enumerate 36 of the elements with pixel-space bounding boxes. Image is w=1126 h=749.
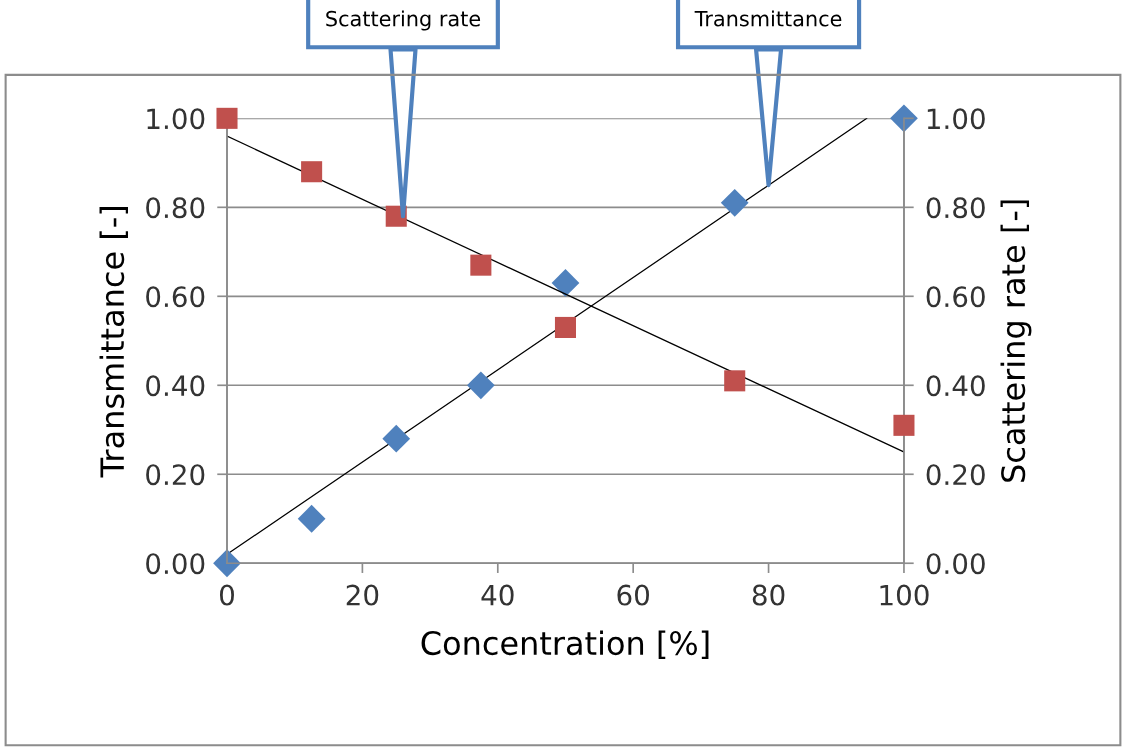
point: [554, 316, 577, 338]
y-tick-label: 1.00: [147, 108, 205, 130]
x-tick-label: 60: [617, 584, 649, 606]
x-tick-label: 100: [880, 584, 929, 606]
y2-tick-label: 0.20: [926, 464, 985, 486]
point: [297, 504, 326, 533]
annotation: Scattering rate: [326, 10, 481, 31]
y-tick-label: 0.00: [146, 553, 205, 575]
point: [724, 370, 746, 392]
point: [216, 107, 238, 129]
x-tick-label: 80: [752, 584, 785, 606]
y2-tick-label: 0.60: [926, 286, 985, 308]
x-tick-label: 40: [481, 584, 514, 606]
x-tick-label: 0: [220, 584, 234, 606]
y-tick-label: 0.40: [146, 375, 205, 397]
x-axis-title: Concentration [%]: [421, 630, 709, 659]
y2-tick-label: 1.00: [927, 108, 985, 130]
point: [893, 414, 915, 436]
x-tick-label: 20: [346, 584, 379, 606]
point: [551, 269, 580, 297]
point: [301, 161, 323, 183]
point: [720, 188, 749, 217]
y-tick-label: 0.80: [146, 197, 205, 219]
y-axis-title: Transmittance [-]: [99, 206, 128, 478]
point: [470, 254, 492, 276]
point: [382, 424, 411, 453]
y2-tick-label: 0.40: [926, 375, 985, 397]
y2-axis-title: Scattering rate [-]: [1000, 200, 1032, 482]
y2-tick-label: 0.00: [926, 553, 985, 575]
annotation: Transmittance: [694, 10, 842, 27]
y-tick-label: 0.60: [146, 286, 205, 308]
y-tick-label: 0.20: [146, 464, 205, 486]
y2-tick-label: 0.80: [926, 197, 985, 219]
point: [466, 371, 495, 400]
point: [213, 549, 241, 578]
point: [890, 104, 918, 133]
